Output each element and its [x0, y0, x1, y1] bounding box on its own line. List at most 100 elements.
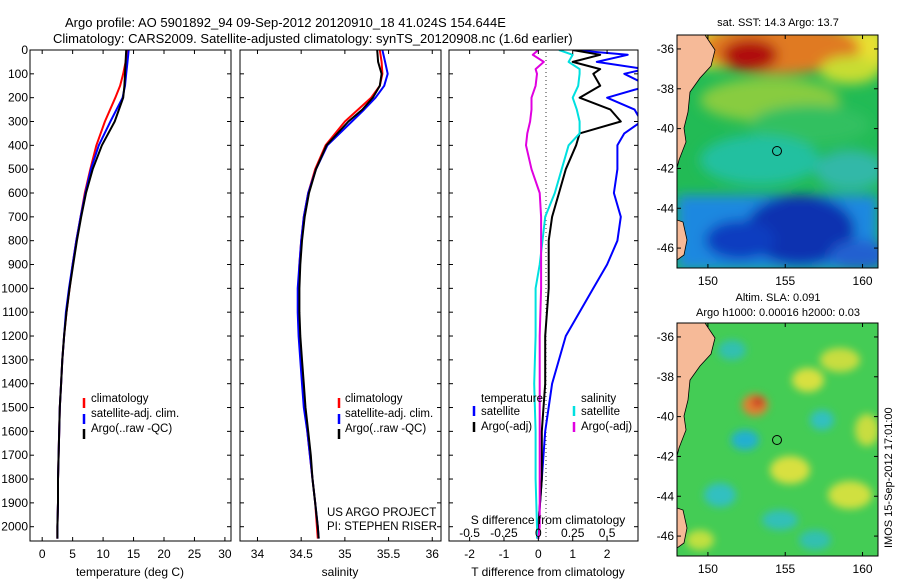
sla-map-axes: 150 155 160 -36 -38 -40 -42 -44 -46	[657, 322, 879, 576]
x2-tick-label: 0.25	[561, 526, 585, 540]
figure-title-line1: Argo profile: AO 5901892_94 09-Sep-2012 …	[65, 15, 506, 30]
map-y-tick-label: -40	[657, 122, 675, 136]
series-line-salinity-argo-adj	[525, 50, 545, 539]
plot-frame	[29, 49, 232, 542]
x2-tick-label: -0.25	[490, 526, 518, 540]
temperature-axes: 0100200300400500600700800900100011001200…	[1, 43, 232, 561]
x-tick-label: 36	[426, 547, 440, 561]
depth-tick-label: 1200	[1, 329, 28, 343]
land-south-sla	[677, 507, 688, 549]
legend-temperature-title: temperature	[481, 393, 543, 405]
legend-t-argo-label: Argo(-adj)	[481, 421, 532, 433]
pi-annotation: PI: STEPHEN RISER	[327, 521, 437, 533]
map-y-tick-label: -44	[657, 201, 675, 215]
land-south-sst	[677, 219, 688, 261]
x-tick-label: 0	[535, 547, 542, 561]
legend-s-argo-label: Argo(-adj)	[581, 421, 632, 433]
x-tick-label: 10	[96, 547, 110, 561]
temperature-legend: climatology satellite-adj. clim. Argo(..…	[82, 393, 179, 439]
series-line-argo-raw-qc	[56, 50, 128, 539]
series-line-temperature-argo-adj	[537, 50, 622, 539]
legend-satellite-label: satellite-adj. clim.	[345, 408, 433, 420]
depth-tick-label: 700	[8, 210, 28, 224]
imos-side-label: IMOS 15-Sep-2012 17:01:00	[883, 407, 895, 548]
sst-field-patches	[677, 35, 878, 268]
difference-axes: -2 -1 0 1 2 -0.5 -0.25 0 0.25 0.5	[448, 49, 639, 561]
depth-tick-label: 1900	[1, 496, 28, 510]
land-tasmania-sla	[677, 323, 716, 457]
depth-tick-label: 100	[8, 67, 28, 81]
depth-tick-label: 400	[8, 138, 28, 152]
legend-t-satellite-label: satellite	[481, 406, 520, 418]
sst-map-panel: sat. SST: 14.3 Argo: 13.7 150 155 160	[657, 17, 879, 288]
series-line-temperature-satellite	[537, 50, 638, 539]
depth-tick-label: 900	[8, 258, 28, 272]
x2-tick-label: -0.5	[459, 526, 480, 540]
map-frame	[676, 34, 879, 269]
depth-tick-label: 500	[8, 162, 28, 176]
depth-tick-label: 1700	[1, 448, 28, 462]
x2-tick-label: 0.5	[599, 526, 616, 540]
legend-salinity-title: salinity	[581, 393, 616, 405]
salinity-panel: 34 34.5 35 35.5 36 salinity climatology sate…	[239, 49, 442, 579]
depth-tick-label: 200	[8, 91, 28, 105]
x-tick-label: 1	[569, 547, 576, 561]
series-line-argo-raw-qc	[298, 50, 383, 539]
depth-tick-label: 600	[8, 186, 28, 200]
depth-tick-label: 800	[8, 234, 28, 248]
x-tick-label: 0	[39, 547, 46, 561]
map-y-tick-label: -46	[657, 241, 675, 255]
map-x-tick-label: 160	[853, 562, 873, 576]
difference-panel: -2 -1 0 1 2 -0.5 -0.25 0 0.25 0.5 S difference fr…	[448, 49, 639, 579]
sst-map-title: sat. SST: 14.3 Argo: 13.7	[717, 17, 839, 29]
difference-lines	[525, 50, 638, 539]
depth-tick-label: 1300	[1, 353, 28, 367]
x2-tick-label: 0	[535, 526, 542, 540]
x-tick-label: 30	[218, 547, 232, 561]
x-tick-label: 5	[69, 547, 76, 561]
legend-argo-label: Argo(..raw -QC)	[91, 423, 172, 435]
x-tick-label: 35	[338, 547, 352, 561]
map-y-tick-label: -36	[657, 42, 675, 56]
x-tick-label: 35.5	[377, 547, 401, 561]
salinity-axes: 34 34.5 35 35.5 36	[239, 49, 442, 561]
temperature-panel: 0100200300400500600700800900100011001200…	[1, 43, 232, 579]
depth-tick-label: 1500	[1, 401, 28, 415]
sla-map-panel: Altim. SLA: 0.091 Argo h1000: 0.00016 h2…	[657, 292, 895, 576]
depth-tick-label: 2000	[1, 520, 28, 534]
salinity-legend: climatology satellite-adj. clim. Argo(..…	[337, 393, 433, 439]
map-y-tick-label: -46	[657, 529, 675, 543]
depth-tick-label: 1600	[1, 424, 28, 438]
sla-field-patches	[686, 340, 878, 550]
map-x-tick-label: 155	[775, 562, 795, 576]
depth-tick-label: 0	[21, 43, 28, 57]
land-tasmania-sst	[677, 35, 716, 169]
map-y-tick-label: -40	[657, 410, 675, 424]
sla-map-title-line2: Argo h1000: 0.00016 h2000: 0.03	[696, 307, 860, 319]
sst-map-image	[677, 35, 878, 268]
map-x-tick-label: 150	[698, 274, 718, 288]
legend-satellite-label: satellite-adj. clim.	[91, 408, 179, 420]
map-frame	[676, 322, 879, 557]
x-tick-label: -1	[499, 547, 510, 561]
map-y-tick-label: -44	[657, 489, 675, 503]
difference-legend: temperature salinity satellite Argo(-adj…	[472, 393, 632, 433]
figure-title-line2: Climatology: CARS2009. Satellite-adjuste…	[53, 31, 573, 46]
legend-climatology-label: climatology	[345, 393, 403, 405]
plot-frame	[239, 49, 442, 542]
map-x-tick-label: 150	[698, 562, 718, 576]
salinity-lines	[296, 50, 389, 539]
project-annotation: US ARGO PROJECT	[327, 507, 436, 519]
x-tick-label: 20	[157, 547, 171, 561]
map-x-tick-label: 160	[853, 274, 873, 288]
depth-tick-label: 1800	[1, 472, 28, 486]
map-y-tick-label: -42	[657, 161, 675, 175]
map-y-tick-label: -38	[657, 370, 675, 384]
salinity-diff-xlabel: S difference from climatology	[471, 513, 626, 527]
temperature-diff-xlabel: T difference from climatology	[471, 565, 625, 579]
legend-s-satellite-label: satellite	[581, 406, 620, 418]
legend-climatology-label: climatology	[91, 393, 149, 405]
depth-tick-label: 1100	[2, 305, 28, 319]
x-tick-label: 25	[188, 547, 202, 561]
